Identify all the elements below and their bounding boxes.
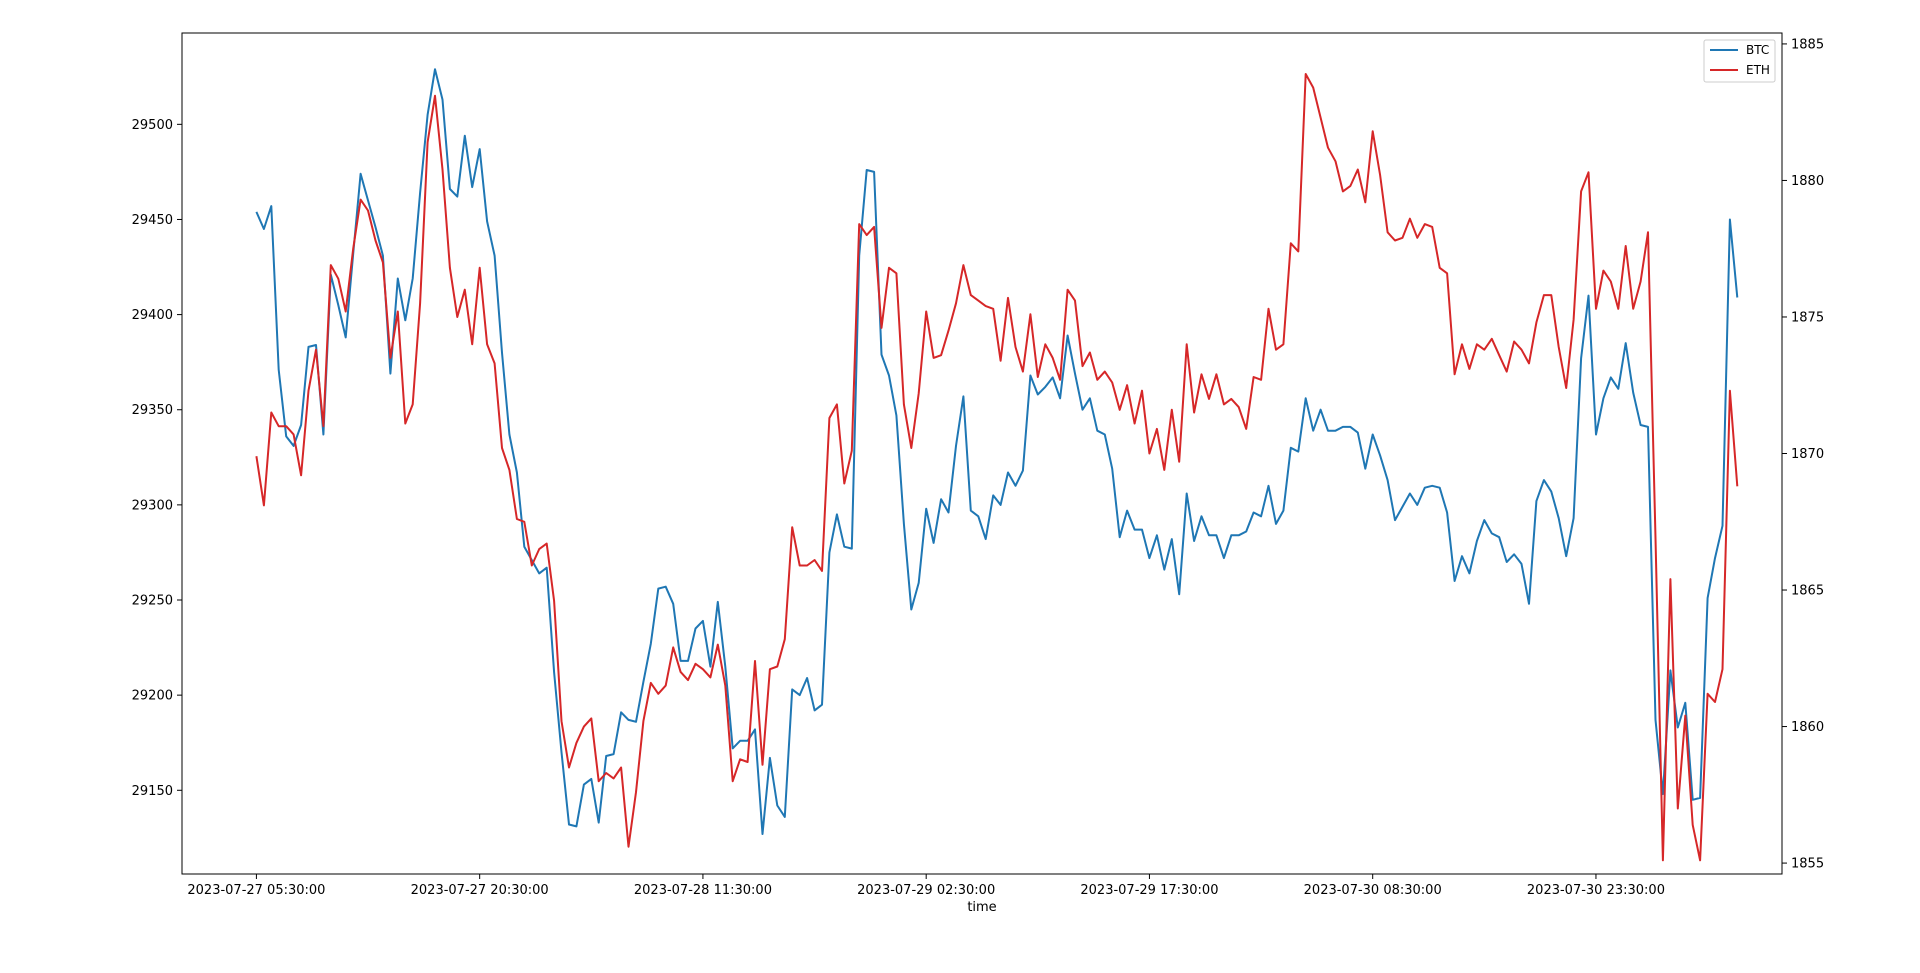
x-tick-label: 2023-07-30 23:30:00 [1527,883,1665,898]
x-tick-label: 2023-07-27 20:30:00 [411,883,549,898]
series-layer [255,68,1739,862]
right-tick-label: 1885 [1791,37,1824,52]
x-tick-label: 2023-07-29 17:30:00 [1080,883,1218,898]
legend: BTC ETH [1703,39,1776,83]
left-tick-label: 29400 [132,308,173,323]
left-tick-label: 29300 [132,498,173,513]
left-y-axis: 29150 29200 29250 29300 29350 29400 29450 29500 [132,118,182,799]
left-tick-label: 29500 [132,118,173,133]
x-tick-label: 2023-07-29 02:30:00 [857,883,995,898]
right-tick-label: 1865 [1791,584,1824,599]
x-tick-label: 2023-07-30 08:30:00 [1304,883,1442,898]
x-tick-label: 2023-07-27 05:30:00 [187,883,325,898]
right-tick-label: 1880 [1791,174,1824,189]
right-tick-label: 1870 [1791,447,1824,462]
x-axis: 2023-07-27 05:30:00 2023-07-27 20:30:00 20… [187,874,1665,898]
series-line-btc [255,68,1739,835]
legend-label-btc: BTC [1746,43,1769,57]
right-tick-label: 1875 [1791,310,1824,325]
x-axis-title: time [967,900,996,915]
x-tick-label: 2023-07-28 11:30:00 [634,883,772,898]
left-tick-label: 29350 [132,403,173,418]
right-y-axis: 1855 1860 1865 1870 1875 1880 1885 [1782,37,1824,872]
legend-label-eth: ETH [1746,63,1770,77]
left-tick-label: 29150 [132,784,173,799]
right-tick-label: 1855 [1791,857,1824,872]
left-tick-label: 29450 [132,213,173,228]
left-tick-label: 29250 [132,594,173,609]
right-tick-label: 1860 [1791,720,1824,735]
left-tick-label: 29200 [132,689,173,704]
series-line-eth [255,73,1739,862]
